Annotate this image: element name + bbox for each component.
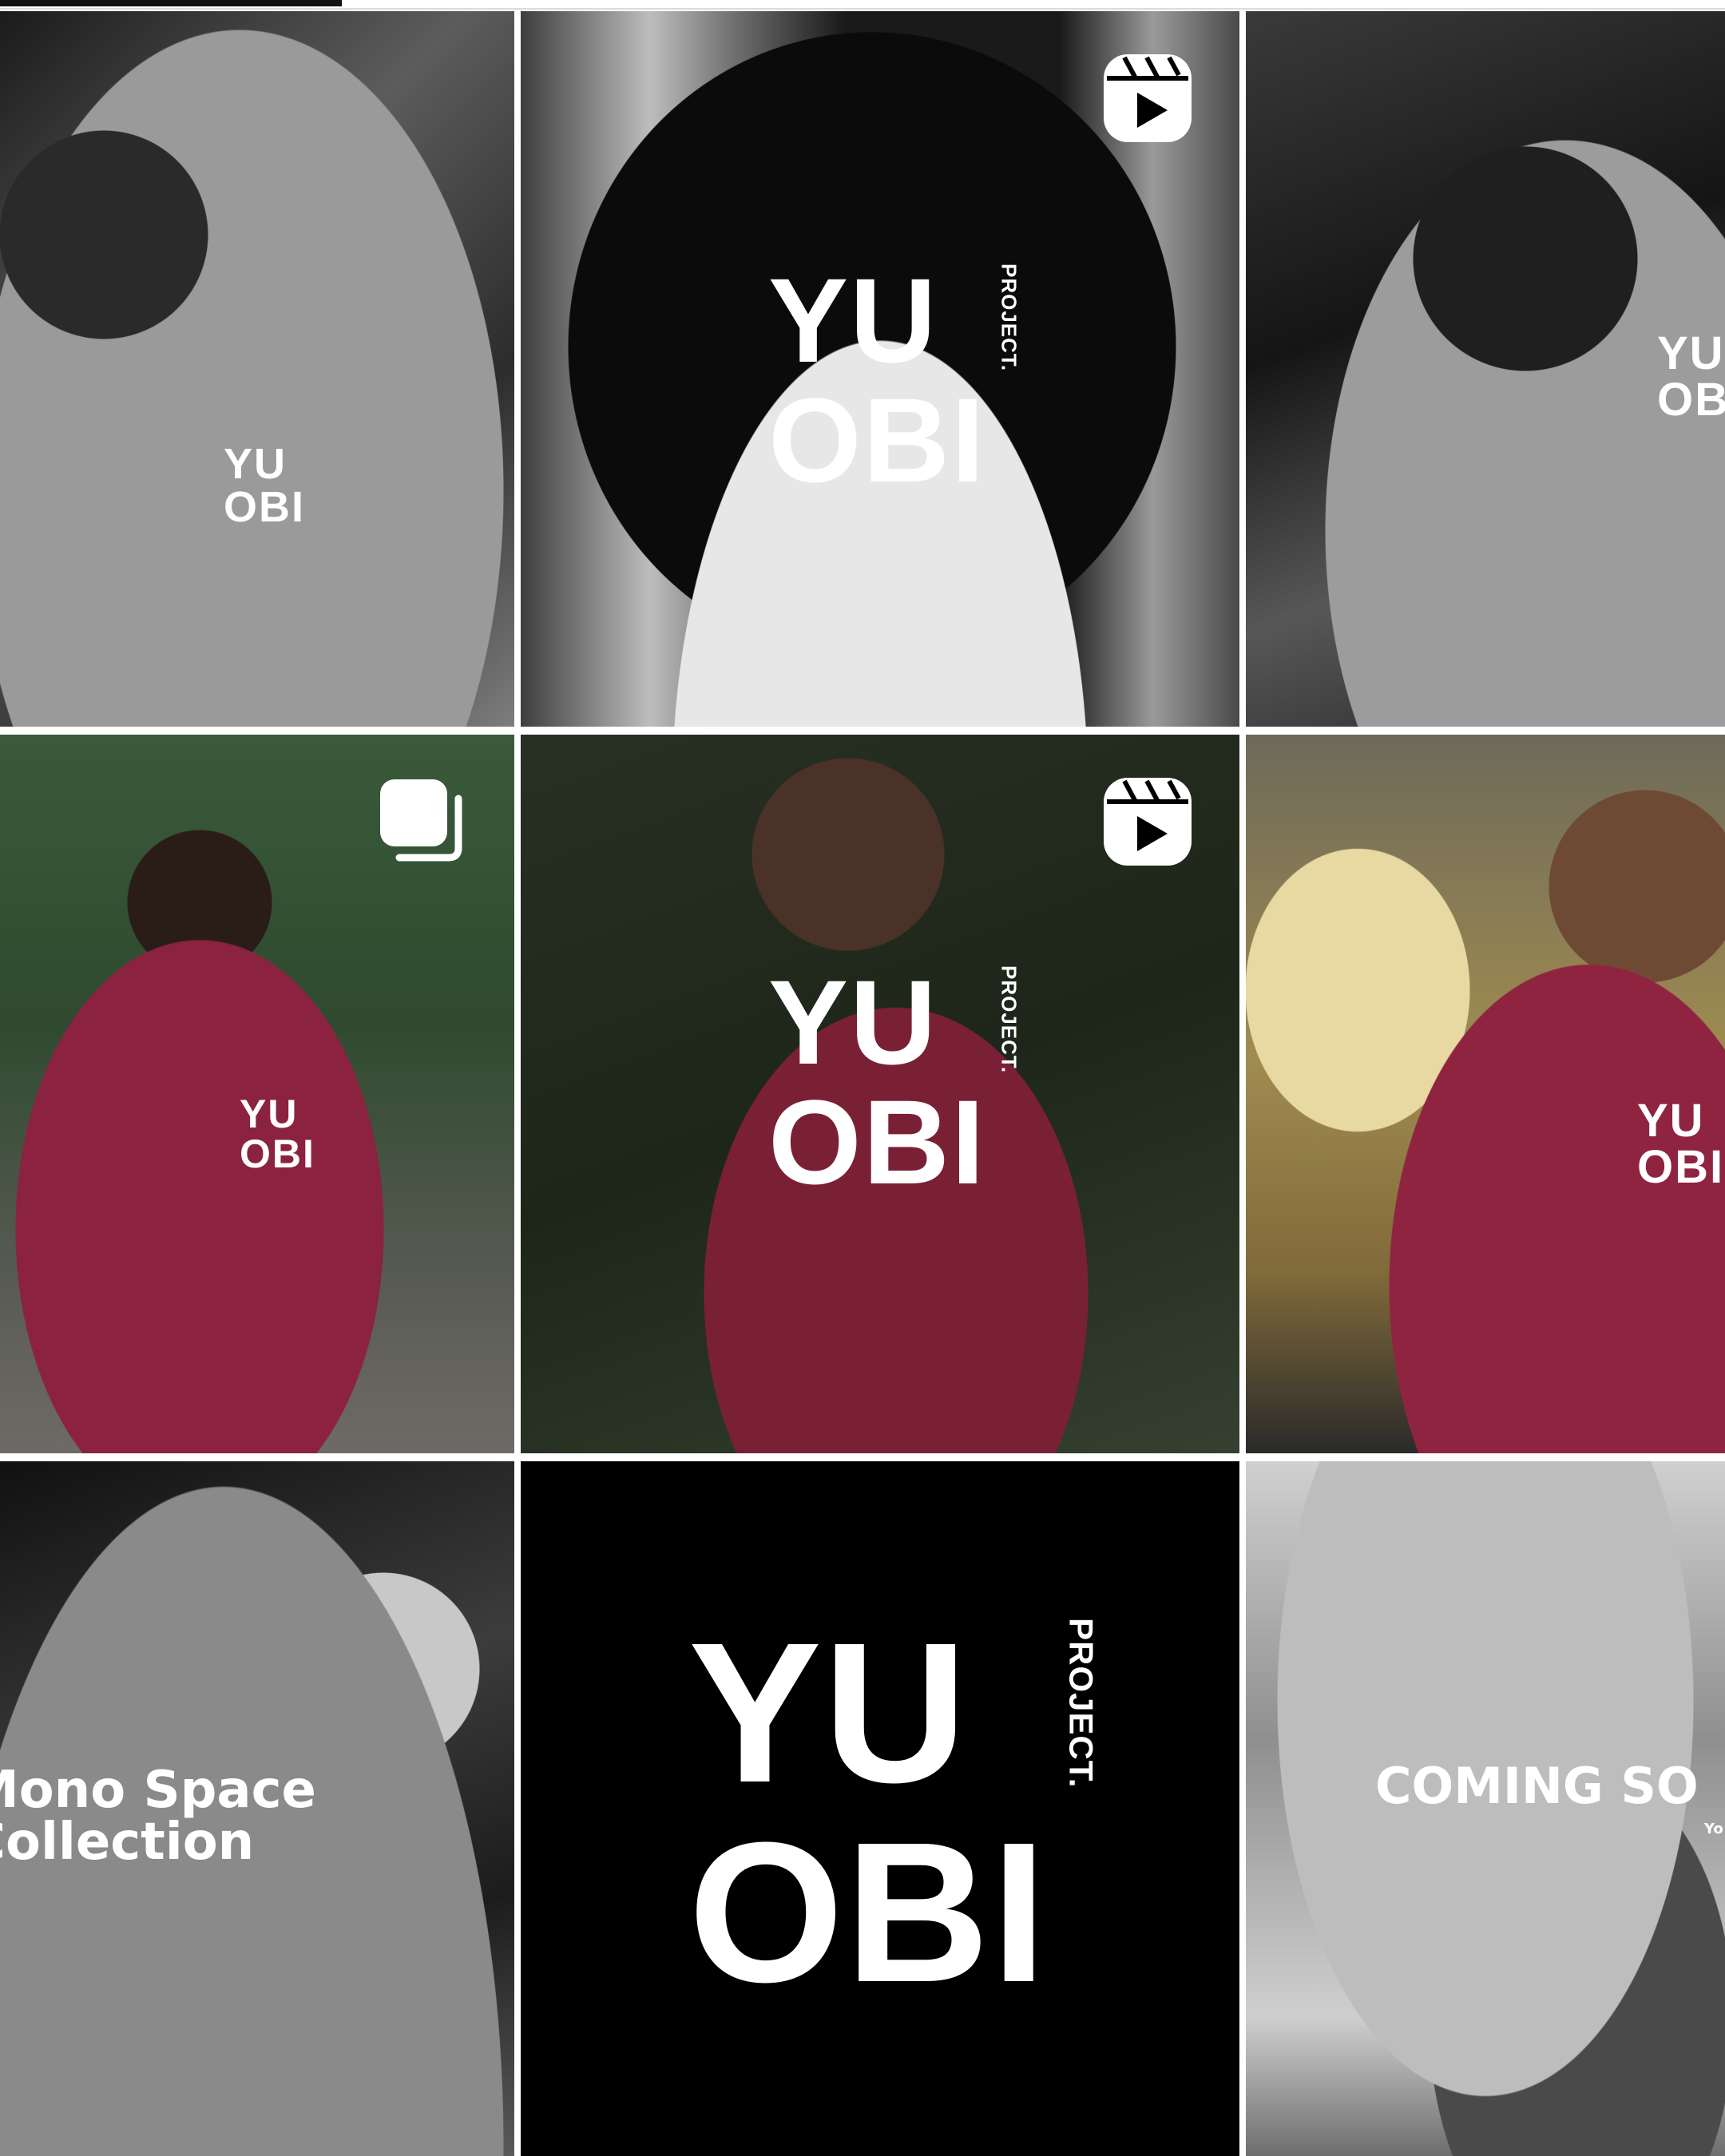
- brand-logo: YU OBI PROJECT.: [768, 955, 1021, 1209]
- post-thumbnail-8[interactable]: YU OBI PROJECT.: [521, 1461, 1239, 2156]
- post-grid: YU OBI YU OBI PROJECT. YU OBI YU OBI: [0, 11, 1725, 2156]
- logo-tagline: PROJECT.: [997, 965, 1021, 1074]
- logo-tagline: PROJECT.: [997, 264, 1021, 372]
- coming-soon-title: COMING SO: [1375, 1757, 1699, 1815]
- shirt-logo: YU OBI: [1657, 331, 1725, 423]
- brand-logo: YU OBI PROJECT.: [688, 1601, 1100, 2023]
- logo-line-2: OBI: [688, 1801, 1049, 2023]
- logo-line-2: OBI: [768, 1075, 986, 1209]
- collection-title: Mono Space Collection: [0, 1764, 316, 1873]
- logo-line-1: YU: [240, 1092, 299, 1136]
- logo-line-1: YU: [768, 253, 938, 387]
- logo-line-1: YU: [224, 440, 288, 488]
- logo-line-2: OBI: [768, 373, 986, 507]
- brand-logo: YU OBI PROJECT.: [768, 253, 1021, 507]
- shirt-logo: YU OBI: [224, 442, 305, 529]
- logo-line-1: YU: [1637, 1095, 1705, 1147]
- profile-tab-bar: [0, 0, 1725, 11]
- logo-tagline: PROJECT.: [1062, 1618, 1100, 1789]
- carousel-icon: [375, 775, 470, 869]
- logo-line-2: OBI: [224, 483, 306, 531]
- tab-divider: [0, 8, 1725, 10]
- post-thumbnail-1[interactable]: YU OBI: [0, 11, 514, 727]
- post-thumbnail-9[interactable]: COMING SO Yo: [1246, 1461, 1725, 2156]
- logo-line-1: YU: [688, 1601, 970, 1824]
- collection-title-line-2: Collection: [0, 1813, 255, 1873]
- reel-icon: [1100, 775, 1195, 869]
- logo-line-1: YU: [1657, 327, 1725, 379]
- logo-line-2: OBI: [1657, 374, 1725, 426]
- collection-title-line-1: Mono Space: [0, 1761, 316, 1820]
- post-thumbnail-5[interactable]: YU OBI PROJECT.: [521, 735, 1239, 1453]
- posts-tab-indicator[interactable]: [0, 0, 342, 6]
- post-thumbnail-7[interactable]: Mono Space Collection: [0, 1461, 514, 2156]
- post-thumbnail-4[interactable]: YU OBI: [0, 735, 514, 1453]
- shirt-logo: YU OBI: [240, 1094, 315, 1174]
- coming-soon-subtitle: Yo: [1704, 1821, 1723, 1837]
- post-thumbnail-3[interactable]: YU OBI: [1246, 11, 1725, 727]
- shirt-logo: YU OBI: [1637, 1098, 1724, 1191]
- reel-icon: [1100, 51, 1195, 145]
- logo-line-2: OBI: [1637, 1141, 1725, 1193]
- logo-line-1: YU: [768, 955, 938, 1089]
- logo-line-2: OBI: [240, 1132, 315, 1176]
- post-thumbnail-2[interactable]: YU OBI PROJECT.: [521, 11, 1239, 727]
- post-thumbnail-6[interactable]: YU OBI: [1246, 735, 1725, 1453]
